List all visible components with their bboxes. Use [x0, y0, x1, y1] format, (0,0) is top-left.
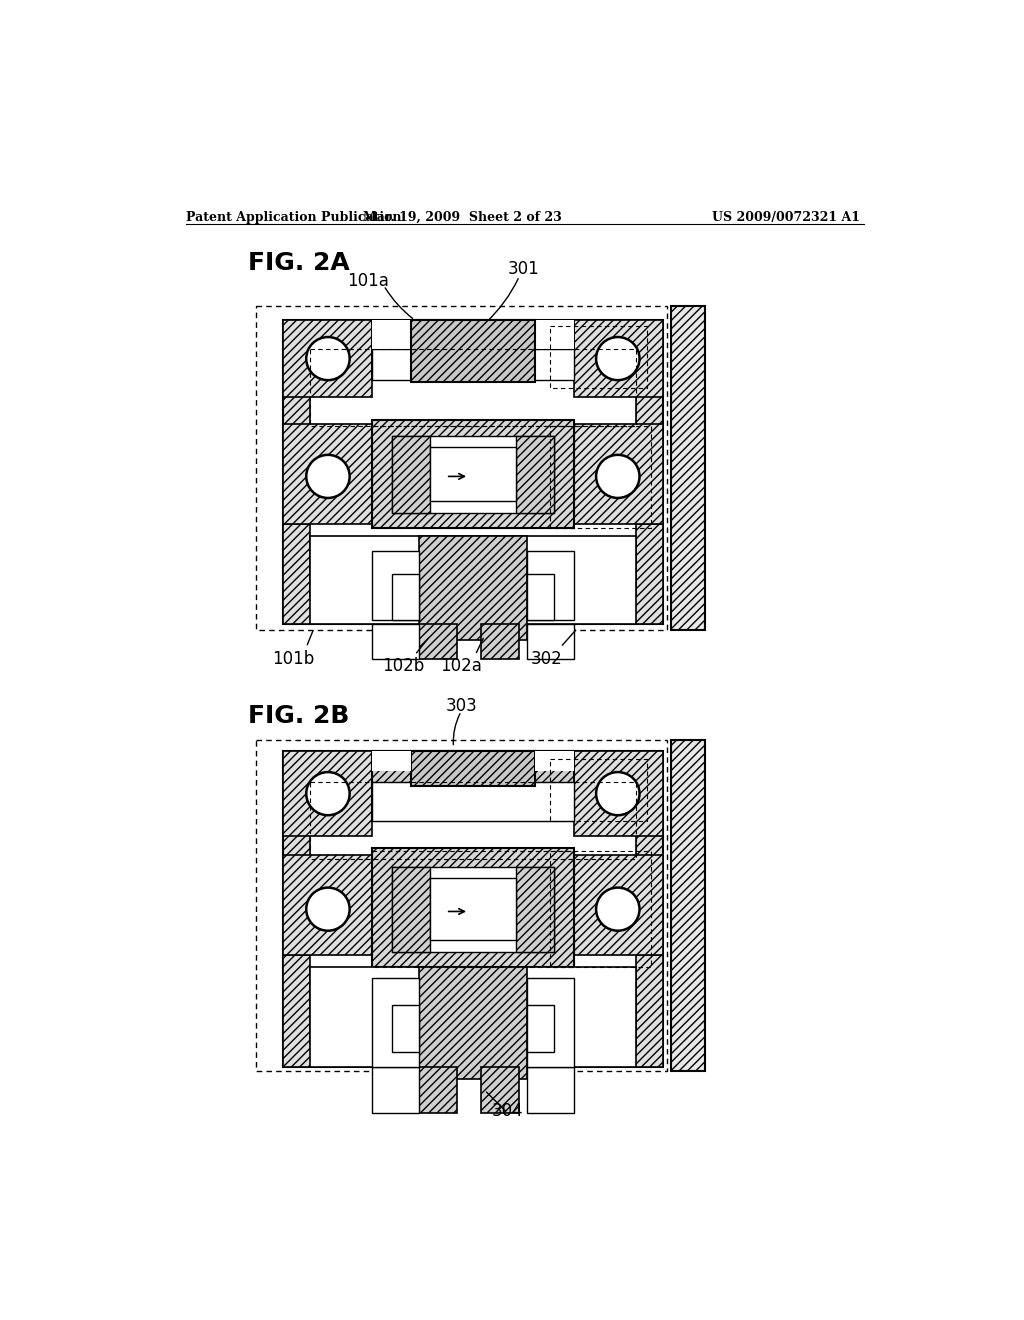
Bar	[391, 867, 554, 952]
Circle shape	[306, 337, 349, 380]
Bar	[671, 739, 706, 1071]
Circle shape	[596, 887, 640, 931]
Bar	[419, 624, 458, 659]
Bar	[573, 855, 663, 956]
Bar	[283, 321, 663, 624]
Bar	[391, 436, 554, 512]
Circle shape	[596, 455, 640, 498]
Bar	[527, 978, 573, 1067]
Bar	[527, 574, 554, 620]
Bar	[411, 321, 535, 381]
Text: 301: 301	[507, 260, 539, 279]
Bar	[419, 536, 527, 640]
Bar	[391, 574, 419, 620]
Text: US 2009/0072321 A1: US 2009/0072321 A1	[713, 211, 860, 224]
Bar	[527, 552, 573, 620]
Text: FIG. 2B: FIG. 2B	[248, 704, 349, 727]
Text: 304: 304	[492, 1102, 523, 1119]
Bar	[391, 1006, 419, 1052]
Bar	[372, 321, 573, 378]
Bar	[283, 321, 372, 397]
Text: FIG. 2A: FIG. 2A	[248, 251, 350, 275]
Bar	[671, 306, 706, 630]
Bar	[550, 326, 647, 388]
Bar	[310, 966, 636, 1067]
Bar	[256, 739, 667, 1071]
Bar	[310, 536, 636, 624]
Text: 302: 302	[530, 649, 562, 668]
Bar	[310, 781, 636, 859]
Circle shape	[596, 337, 640, 380]
Bar	[573, 424, 663, 524]
Bar	[671, 739, 706, 1071]
Bar	[480, 624, 519, 659]
Bar	[310, 350, 636, 426]
Bar	[515, 867, 554, 952]
Bar	[430, 447, 515, 502]
Bar	[283, 956, 663, 1067]
Bar	[527, 1006, 554, 1052]
Bar	[372, 624, 419, 659]
Bar	[671, 306, 706, 630]
Bar	[283, 751, 663, 1067]
Bar	[480, 1067, 519, 1113]
Bar	[283, 751, 372, 836]
Circle shape	[306, 772, 349, 816]
Bar	[256, 306, 667, 630]
Bar	[527, 624, 573, 659]
Bar	[372, 1067, 419, 1113]
Bar	[372, 847, 573, 966]
Bar	[372, 552, 419, 620]
Text: 102b: 102b	[382, 657, 424, 676]
Text: Mar. 19, 2009  Sheet 2 of 23: Mar. 19, 2009 Sheet 2 of 23	[364, 211, 562, 224]
Bar	[573, 321, 663, 397]
Bar	[391, 867, 430, 952]
Bar	[391, 436, 430, 512]
Text: 101b: 101b	[272, 649, 314, 668]
Text: 102a: 102a	[440, 657, 482, 676]
Bar	[515, 436, 554, 512]
Bar	[283, 424, 372, 524]
Bar	[372, 420, 573, 528]
Bar	[372, 321, 411, 350]
Circle shape	[306, 887, 349, 931]
Bar	[527, 1067, 573, 1113]
Bar	[419, 966, 527, 1078]
Bar	[550, 851, 651, 966]
Bar	[372, 426, 573, 528]
Bar	[372, 751, 411, 771]
Text: 303: 303	[445, 697, 477, 715]
Bar	[310, 781, 636, 1044]
Circle shape	[596, 772, 640, 816]
Bar	[372, 978, 419, 1067]
Bar	[550, 426, 651, 528]
Bar	[550, 759, 647, 821]
Bar	[430, 878, 515, 940]
Bar	[411, 751, 535, 785]
Bar	[535, 751, 573, 771]
Text: 101a: 101a	[347, 272, 389, 289]
Text: Patent Application Publication: Patent Application Publication	[186, 211, 401, 224]
Bar	[310, 350, 636, 595]
Bar	[283, 855, 372, 956]
Bar	[372, 851, 573, 966]
Bar	[372, 751, 573, 821]
Bar	[573, 751, 663, 836]
Bar	[535, 321, 573, 350]
Bar	[372, 781, 573, 821]
Bar	[372, 350, 573, 380]
Bar	[419, 1067, 458, 1113]
Circle shape	[306, 455, 349, 498]
Bar	[283, 524, 663, 624]
